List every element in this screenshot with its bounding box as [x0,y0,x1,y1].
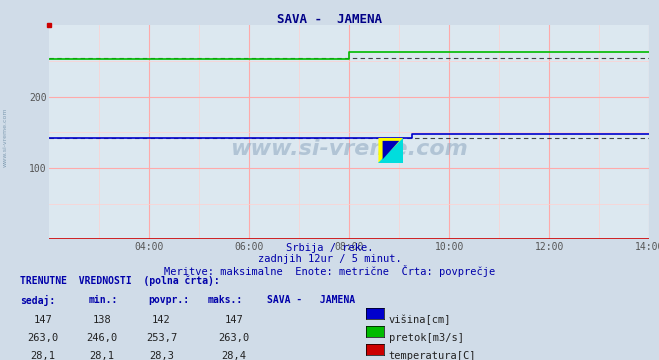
Text: TRENUTNE  VREDNOSTI  (polna črta):: TRENUTNE VREDNOSTI (polna črta): [20,275,219,286]
Text: www.si-vreme.com: www.si-vreme.com [231,139,468,159]
Text: SAVA -   JAMENA: SAVA - JAMENA [267,295,355,305]
Text: min.:: min.: [89,295,119,305]
Text: 263,0: 263,0 [27,333,59,343]
Text: 28,1: 28,1 [90,351,115,360]
Text: www.si-vreme.com: www.si-vreme.com [3,107,8,167]
Text: 147: 147 [225,315,243,325]
Polygon shape [378,138,403,163]
Text: 28,1: 28,1 [30,351,55,360]
Text: 263,0: 263,0 [218,333,250,343]
Text: sedaj:: sedaj: [20,295,55,306]
Text: 253,7: 253,7 [146,333,177,343]
Polygon shape [378,138,403,163]
Polygon shape [383,141,399,159]
Text: povpr.:: povpr.: [148,295,189,305]
Text: maks.:: maks.: [208,295,243,305]
Text: Meritve: maksimalne  Enote: metrične  Črta: povprečje: Meritve: maksimalne Enote: metrične Črta… [164,265,495,276]
Text: SAVA -  JAMENA: SAVA - JAMENA [277,13,382,26]
Text: 28,4: 28,4 [221,351,246,360]
Text: 138: 138 [93,315,111,325]
Text: zadnjih 12ur / 5 minut.: zadnjih 12ur / 5 minut. [258,254,401,264]
Text: višina[cm]: višina[cm] [389,315,451,325]
Text: Srbija / reke.: Srbija / reke. [286,243,373,253]
Text: 147: 147 [34,315,52,325]
Text: 28,3: 28,3 [149,351,174,360]
Text: 246,0: 246,0 [86,333,118,343]
Text: pretok[m3/s]: pretok[m3/s] [389,333,464,343]
Text: 142: 142 [152,315,171,325]
Text: temperatura[C]: temperatura[C] [389,351,476,360]
